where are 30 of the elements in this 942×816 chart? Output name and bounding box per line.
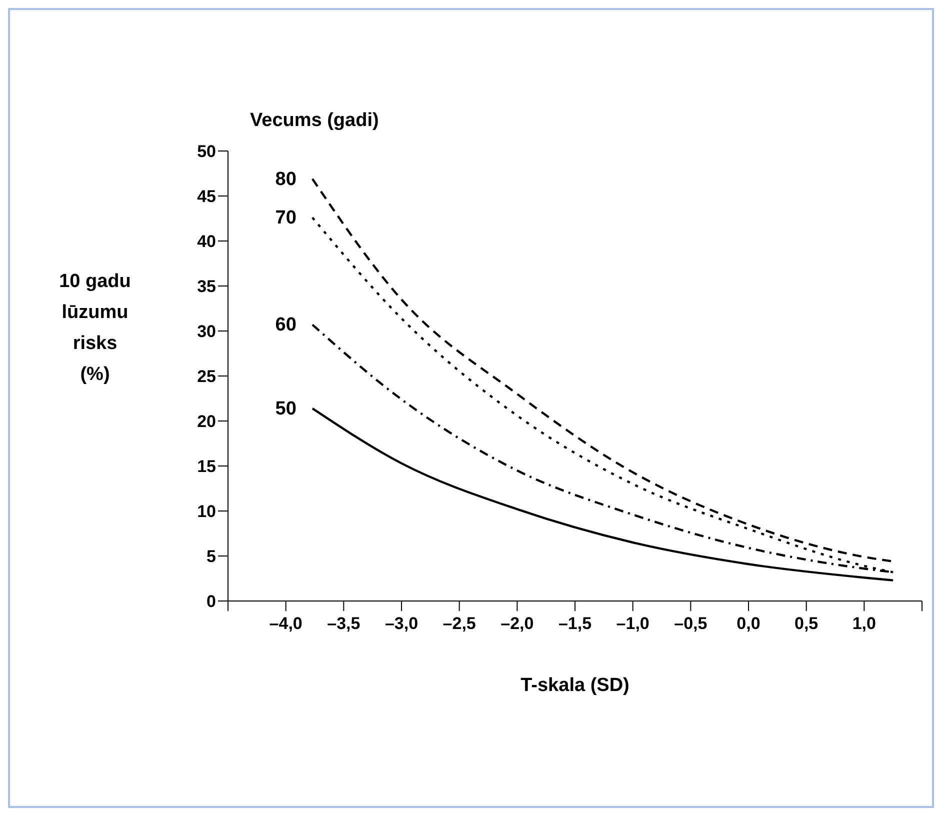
x-tick-label: –3,0 xyxy=(384,614,418,634)
y-tick-label: 15 xyxy=(197,457,216,476)
y-tick-label: 0 xyxy=(206,592,216,612)
series-label: 80 xyxy=(275,168,296,190)
x-tick-label: 0,0 xyxy=(736,614,760,634)
y-tick-label: 20 xyxy=(197,412,216,432)
y-tick-label: 30 xyxy=(197,322,216,342)
series-label: 60 xyxy=(275,314,296,336)
y-tick-label: 50 xyxy=(197,142,216,162)
y-tick-label: 5 xyxy=(206,547,216,566)
y-tick-label: 10 xyxy=(197,502,216,522)
x-tick-label: –3,5 xyxy=(327,614,360,634)
legend-title: Vecums (gadi) xyxy=(250,110,379,132)
y-axis-title: 10 gadu lūzumu risks (%) xyxy=(58,270,132,387)
y-tick-label: 45 xyxy=(197,187,216,206)
series-label: 70 xyxy=(275,208,296,229)
x-axis-title: T-skala (SD) xyxy=(520,675,630,696)
x-tick-label: 0,5 xyxy=(794,614,818,634)
x-tick-label: –2,5 xyxy=(442,614,476,634)
y-tick-label: 40 xyxy=(197,232,216,252)
y-tick-label: 35 xyxy=(197,277,216,296)
series-label: 50 xyxy=(275,398,296,420)
x-tick-label: –0,5 xyxy=(674,614,708,634)
x-tick-label: –1,0 xyxy=(616,614,650,634)
x-tick-label: 1,0 xyxy=(852,614,876,634)
x-tick-label: –1,5 xyxy=(558,614,592,634)
y-tick-label: 25 xyxy=(197,367,216,386)
x-tick-label: –4,0 xyxy=(269,614,302,634)
line-series xyxy=(311,407,894,582)
x-tick-label: –2,0 xyxy=(500,614,534,634)
